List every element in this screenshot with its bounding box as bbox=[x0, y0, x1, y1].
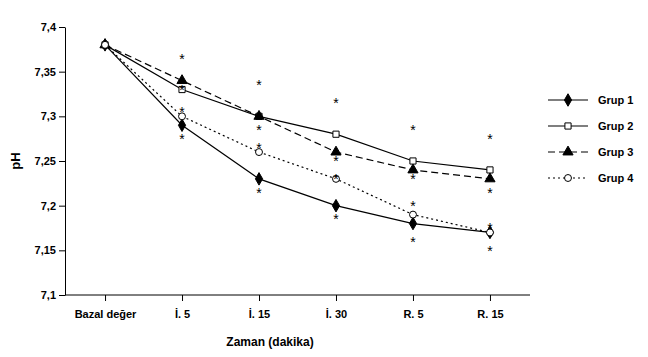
y-tick-mark bbox=[59, 161, 65, 162]
annotation: * bbox=[333, 211, 339, 227]
x-tick-mark bbox=[336, 295, 337, 301]
series-line bbox=[105, 45, 490, 170]
x-tick: İ. 5 bbox=[175, 295, 190, 320]
x-tick: İ. 15 bbox=[249, 295, 270, 320]
y-tick: 7,3 bbox=[41, 110, 65, 122]
x-axis-line bbox=[65, 295, 530, 296]
y-tick-mark bbox=[59, 27, 65, 28]
legend-item: Grup 3 bbox=[548, 146, 633, 158]
series-line bbox=[105, 45, 490, 179]
annotation: * bbox=[256, 77, 262, 93]
legend-marker bbox=[565, 123, 571, 129]
annotation: * bbox=[410, 234, 416, 250]
legend-label: Grup 2 bbox=[598, 120, 633, 132]
y-tick-mark bbox=[59, 116, 65, 117]
y-tick-mark bbox=[59, 250, 65, 251]
legend-label: Grup 4 bbox=[598, 172, 634, 184]
x-tick-mark bbox=[413, 295, 414, 301]
annotation: * bbox=[333, 153, 339, 169]
annotation: * bbox=[487, 131, 493, 147]
series-marker bbox=[102, 42, 108, 48]
x-tick: İ. 30 bbox=[326, 295, 347, 320]
x-tick-mark bbox=[105, 295, 106, 301]
annotation: * bbox=[179, 104, 185, 120]
annotation: * bbox=[256, 140, 262, 156]
series-marker bbox=[100, 39, 110, 48]
annotation: * bbox=[256, 185, 262, 201]
annotation: * bbox=[333, 171, 339, 187]
series-marker bbox=[102, 41, 109, 48]
series-line bbox=[105, 45, 490, 233]
y-tick-label: 7,1 bbox=[41, 289, 56, 301]
y-tick-mark bbox=[59, 206, 65, 207]
y-axis-title: pH bbox=[8, 152, 23, 169]
x-tick: Bazal değer bbox=[75, 295, 137, 320]
annotation: * bbox=[410, 198, 416, 214]
annotation: * bbox=[410, 171, 416, 187]
annotation: * bbox=[179, 51, 185, 67]
series-marker bbox=[178, 119, 185, 131]
annotation: * bbox=[487, 185, 493, 201]
y-tick: 7,2 bbox=[41, 200, 65, 212]
x-tick-label: Bazal değer bbox=[75, 308, 137, 320]
plot-area bbox=[100, 39, 495, 239]
series-marker bbox=[332, 199, 339, 211]
x-axis-title: Zaman (dakika) bbox=[226, 335, 313, 349]
series-marker bbox=[485, 173, 495, 182]
x-tick-label: R. 15 bbox=[477, 308, 503, 320]
x-tick: R. 15 bbox=[477, 295, 503, 320]
series-marker bbox=[333, 131, 339, 137]
x-tick-mark bbox=[259, 295, 260, 301]
legend-label: Grup 3 bbox=[598, 146, 633, 158]
x-tick-label: İ. 5 bbox=[175, 308, 190, 320]
annotations: * * * * * * * * * * * * * * * * * * * * bbox=[179, 51, 493, 259]
legend-marker bbox=[563, 146, 573, 155]
y-tick: 7,25 bbox=[35, 155, 65, 167]
y-tick: 7,15 bbox=[35, 244, 65, 256]
annotation: * bbox=[333, 95, 339, 111]
y-tick-mark bbox=[59, 295, 65, 296]
annotation: * bbox=[410, 122, 416, 138]
series-line bbox=[105, 45, 490, 233]
y-tick-label: 7,15 bbox=[35, 244, 56, 256]
legend-item: Grup 1 bbox=[548, 94, 633, 106]
annotation: * bbox=[487, 243, 493, 259]
y-tick-label: 7,3 bbox=[41, 110, 56, 122]
y-tick-label: 7,2 bbox=[41, 200, 56, 212]
x-tick-label: R. 5 bbox=[403, 308, 423, 320]
annotation: * bbox=[487, 220, 493, 236]
series-marker bbox=[255, 173, 262, 185]
legend-marker bbox=[564, 94, 571, 106]
y-axis: 7,1 7,15 7,2 7,25 7,3 7,35 7,4 bbox=[35, 21, 66, 301]
x-tick-mark bbox=[182, 295, 183, 301]
series-marker bbox=[409, 217, 416, 229]
y-tick-label: 7,25 bbox=[35, 155, 56, 167]
y-tick: 7,1 bbox=[41, 289, 65, 301]
y-tick: 7,4 bbox=[41, 21, 65, 33]
annotation: * bbox=[179, 82, 185, 98]
y-tick-label: 7,35 bbox=[35, 66, 56, 78]
chart: 7,1 7,15 7,2 7,25 7,3 7,35 7,4 Bazal değer İ. 5 İ… bbox=[0, 0, 648, 357]
x-tick-label: İ. 30 bbox=[326, 308, 347, 320]
legend-label: Grup 1 bbox=[598, 94, 633, 106]
annotation: * bbox=[179, 131, 185, 147]
y-tick: 7,35 bbox=[35, 66, 65, 78]
legend: Grup 1 Grup 2 Grup 3 Grup 4 bbox=[548, 94, 634, 184]
y-tick-label: 7,4 bbox=[41, 21, 57, 33]
x-tick-label: İ. 15 bbox=[249, 308, 270, 320]
legend-item: Grup 2 bbox=[548, 120, 633, 132]
y-tick-mark bbox=[59, 72, 65, 73]
y-axis-line bbox=[65, 28, 66, 296]
x-axis: Bazal değer İ. 5 İ. 15 İ. 30 R. 5 R. 15 bbox=[65, 295, 530, 320]
legend-marker bbox=[565, 175, 572, 182]
x-tick: R. 5 bbox=[403, 295, 423, 320]
legend-item: Grup 4 bbox=[548, 172, 634, 184]
series-marker bbox=[254, 110, 264, 119]
x-tick-mark bbox=[490, 295, 491, 301]
annotation: * bbox=[256, 122, 262, 138]
